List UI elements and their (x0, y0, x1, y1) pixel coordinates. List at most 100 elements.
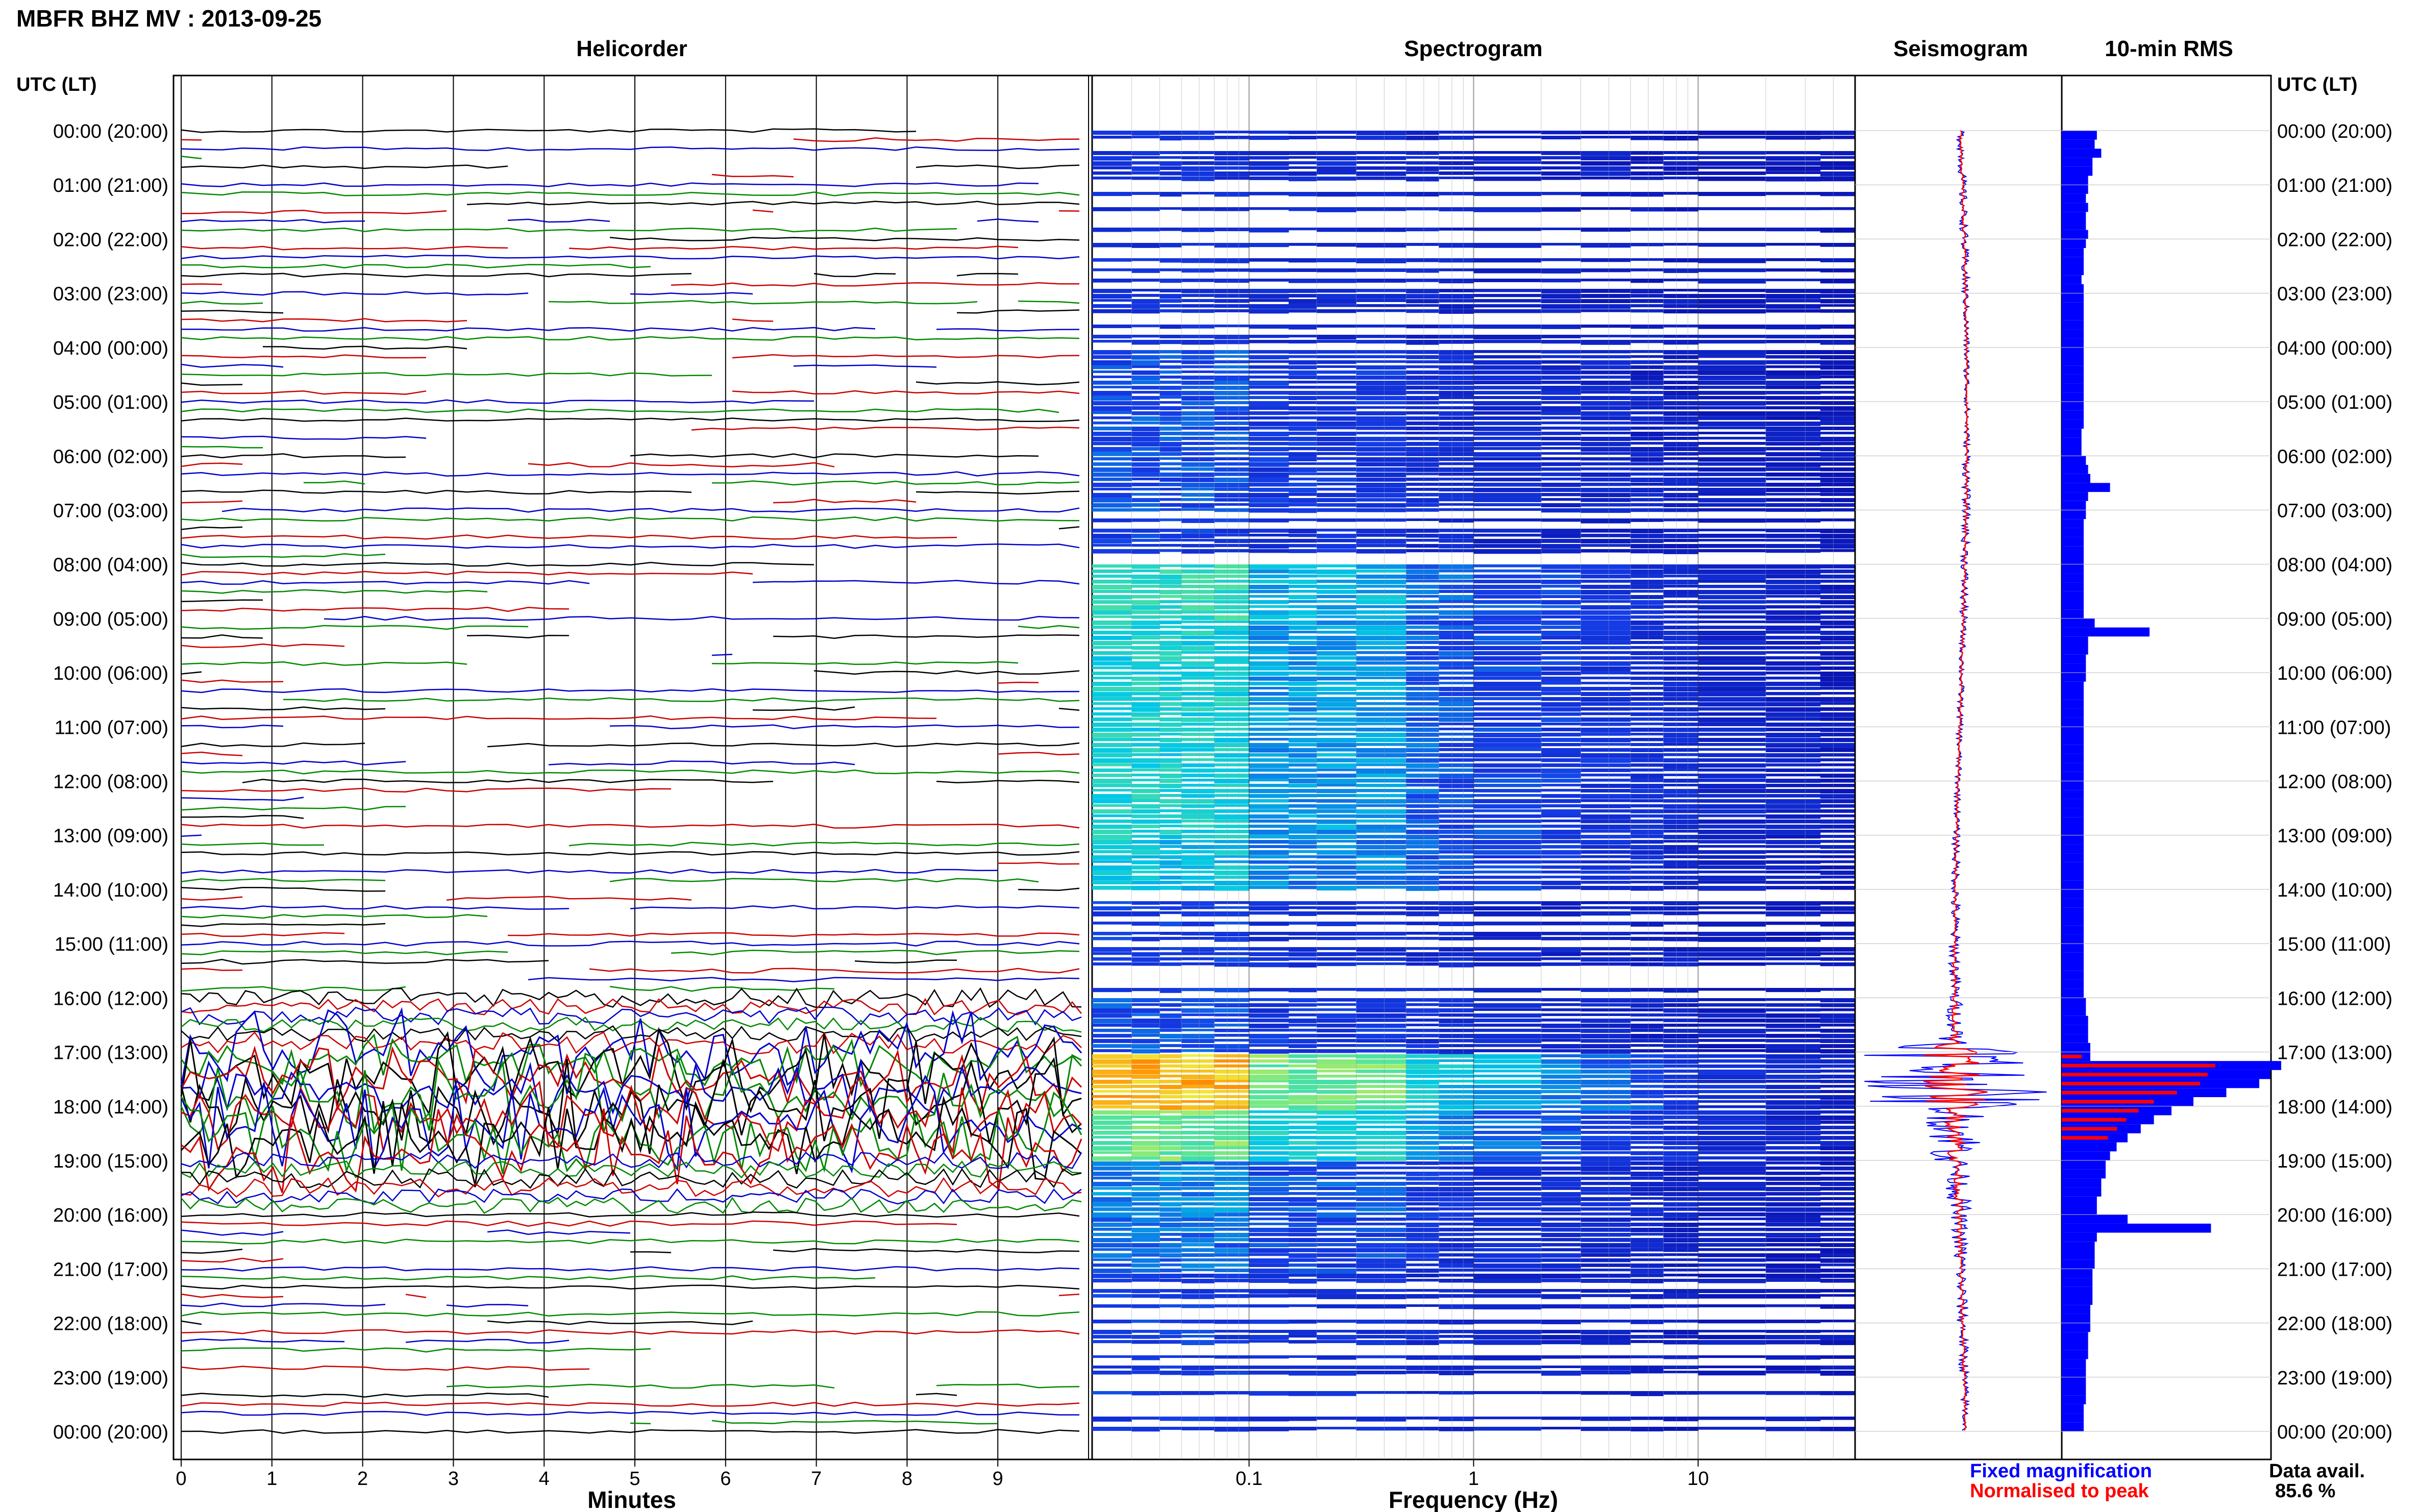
spectrogram-cell (1698, 1034, 1766, 1038)
spectrogram-cell (1765, 1233, 1821, 1238)
spectrogram-cell (1663, 830, 1698, 833)
spectrogram-cell (1131, 1141, 1160, 1146)
spectrogram-cell (1765, 1013, 1821, 1018)
spectrogram-cell (1289, 1233, 1317, 1236)
spectrogram-cell (1820, 427, 1856, 430)
helicorder-trace (181, 834, 202, 837)
spectrogram-cell (1317, 564, 1356, 567)
spectrogram-cell (1439, 529, 1474, 532)
spectrogram-cell (1317, 1029, 1356, 1033)
spectrogram-cell (1131, 901, 1160, 905)
spectrogram-cell (1406, 462, 1439, 467)
helicorder-trace (181, 562, 814, 567)
spectrogram-cell (1092, 820, 1132, 823)
spectrogram-cell (1406, 1049, 1439, 1054)
spectrogram-cell (1092, 177, 1132, 180)
spectrogram-cell (1820, 626, 1856, 629)
spectrogram-cell (1820, 769, 1856, 772)
spectrogram-cell (1439, 784, 1474, 788)
spectrogram-cell (1541, 774, 1581, 778)
spectrogram-cell (1356, 1039, 1406, 1043)
spectrogram-cell (1406, 1080, 1439, 1085)
spectrogram-cell (1581, 865, 1631, 870)
spectrogram-cell (1581, 1263, 1631, 1267)
spectrogram-cell (1631, 309, 1664, 313)
spectrogram-cell (1439, 911, 1474, 914)
rms-bar (2062, 853, 2084, 862)
spectrogram-cell (1356, 850, 1406, 855)
helicorder-trace (181, 661, 1019, 666)
spectrogram-cell (1181, 753, 1215, 756)
spectrogram-cell (1289, 753, 1317, 758)
utc-lt-left-header: UTC (LT) (16, 74, 97, 95)
spectrogram-cell (1765, 294, 1821, 299)
spectrogram-cell (1439, 661, 1474, 666)
spectrogram-cell (1473, 1019, 1542, 1023)
spectrogram-cell (1289, 376, 1317, 379)
spectrogram-cell (1131, 376, 1160, 381)
spectrogram-cell (1765, 947, 1821, 952)
spectrogram-cell (1159, 1013, 1182, 1019)
spectrogram-cell (1249, 1126, 1289, 1130)
spectrogram-cell (1406, 1269, 1439, 1273)
spectrogram-cell (1820, 682, 1856, 687)
spectrogram-cell (1181, 1289, 1215, 1294)
spectrogram-cell (1663, 1355, 1698, 1359)
spectrogram-cell (1356, 1044, 1406, 1047)
spectrogram-cell (1631, 1008, 1664, 1011)
spectrogram-cell (1356, 1197, 1406, 1201)
spectrogram-cell (1289, 962, 1317, 968)
spectrogram-cell (1406, 575, 1439, 580)
spectrogram-cell (1406, 672, 1439, 677)
helicorder-trace (181, 987, 1082, 1008)
spectrogram-cell (1581, 1197, 1631, 1201)
spectrogram-cell (1092, 1228, 1132, 1231)
time-label-left: 03:00 (23:00) (53, 284, 168, 305)
spectrogram-cell (1159, 998, 1182, 1001)
spectrogram-cell (1356, 1218, 1406, 1221)
spectrogram-cell (1289, 498, 1317, 503)
spectrogram-cell (1765, 1294, 1821, 1299)
spectrogram-cell (1356, 1427, 1406, 1431)
spectrogram-cell (1698, 697, 1766, 702)
spectrogram-cell (1356, 370, 1406, 376)
spectrogram-cell (1473, 702, 1542, 706)
spectrogram-cell (1820, 865, 1856, 870)
spectrogram-cell (1214, 585, 1250, 590)
spectrogram-cell (1820, 1223, 1856, 1227)
spectrogram-cell (1317, 820, 1356, 824)
spectrogram-cell (1765, 488, 1821, 492)
time-label-left: 12:00 (08:00) (53, 772, 168, 793)
spectrogram-cell (1541, 605, 1581, 608)
rms-bar (2062, 1160, 2106, 1170)
spectrogram-cell (1473, 294, 1542, 298)
spectrogram-cell (1473, 207, 1542, 212)
spectrogram-cell (1131, 809, 1160, 814)
spectrogram-cell (1820, 605, 1856, 608)
spectrogram-cell (1131, 1044, 1160, 1049)
spectrogram-cell (1356, 498, 1406, 502)
spectrogram-cell (1406, 794, 1439, 799)
spectrogram-cell (1541, 1019, 1581, 1022)
spectrogram-cell (1581, 422, 1631, 425)
spectrogram-cell (1439, 753, 1474, 757)
spectrogram-cell (1406, 1105, 1439, 1108)
spectrogram-cell (1698, 1192, 1766, 1197)
spectrogram-cell (1581, 243, 1631, 248)
spectrogram-cell (1439, 457, 1474, 461)
spectrogram-cell (1159, 1330, 1182, 1335)
spectrogram-cell (1317, 641, 1356, 646)
spectrogram-cell (1439, 733, 1474, 736)
spectrogram-cell (1541, 1136, 1581, 1140)
spectrogram-cell (1092, 666, 1132, 670)
spectrogram-cell (1289, 1013, 1317, 1017)
spectrogram-cell (1131, 1075, 1160, 1079)
spectrogram-cell (1439, 1044, 1474, 1048)
rms-bar (2062, 727, 2084, 736)
spectrogram-cell (1541, 207, 1581, 212)
spectrogram-cell (1698, 1085, 1766, 1089)
spectrogram-cell (1131, 952, 1160, 957)
spectrogram-cell (1765, 1248, 1821, 1251)
spectrogram-cell (1765, 575, 1821, 579)
spectrogram-cell (1214, 136, 1250, 139)
